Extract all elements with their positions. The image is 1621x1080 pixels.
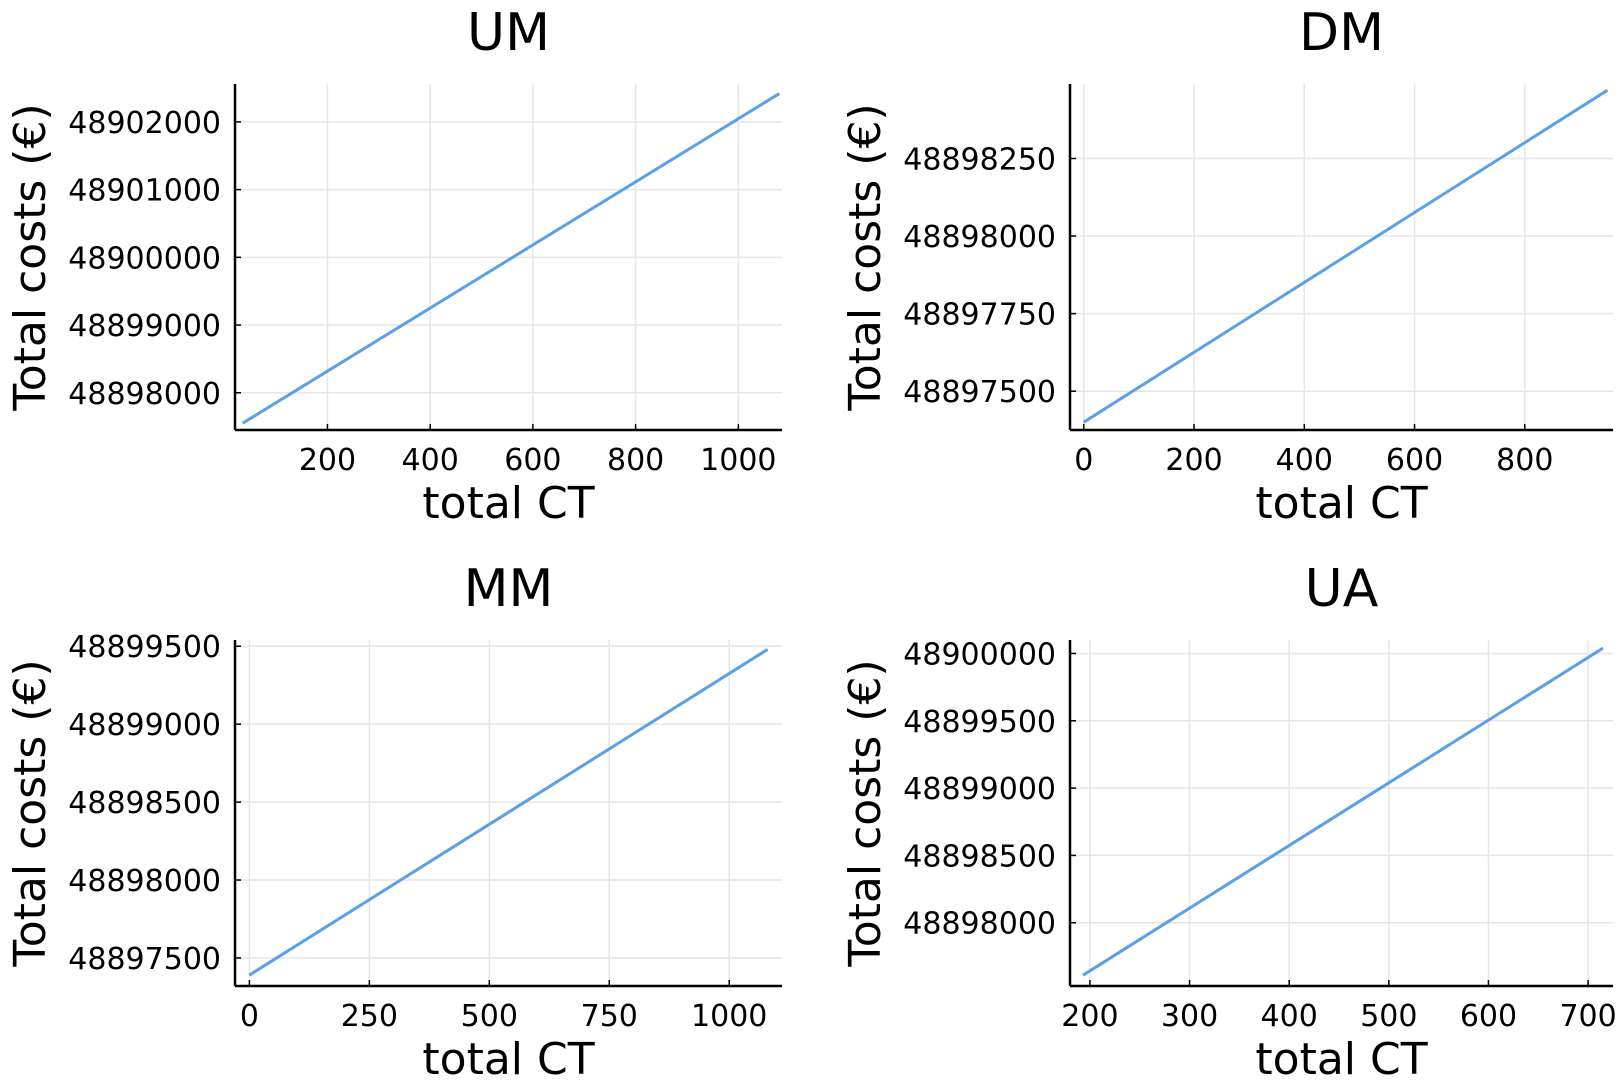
x-tick-label: 1000	[700, 443, 776, 478]
x-tick-label: 800	[607, 443, 664, 478]
subplot-title: UA	[1305, 559, 1379, 619]
series-line	[241, 92, 781, 425]
y-tick-label: 48900000	[903, 637, 1056, 672]
x-tick-label: 600	[504, 443, 561, 478]
subplot-dm: 0 200 400 600 800 48897500 48897750 48898000 488…	[840, 3, 1613, 529]
series-line	[248, 648, 769, 977]
y-tick-label: 48898000	[68, 864, 221, 899]
y-axis-label: Total costs (€)	[5, 103, 56, 411]
y-tick-label: 48899500	[903, 705, 1056, 740]
x-tick-label: 200	[1165, 443, 1222, 478]
x-axis-label: total CT	[422, 478, 594, 529]
y-tick-label: 48898000	[903, 907, 1056, 942]
y-tick-label: 48898500	[68, 786, 221, 821]
x-tick-label: 700	[1559, 999, 1616, 1034]
y-tick-label: 48899500	[68, 630, 221, 665]
y-tick-label: 48897500	[68, 942, 221, 977]
x-tick-label: 600	[1386, 443, 1443, 478]
y-axis-label: Total costs (€)	[840, 659, 891, 967]
y-tick-label: 48898000	[903, 220, 1056, 255]
y-tick-label: 48899000	[68, 708, 221, 743]
y-tick-label: 48899000	[903, 772, 1056, 807]
x-tick-label: 500	[461, 999, 518, 1034]
subplot-title: UM	[467, 3, 550, 63]
y-tick-label: 48898250	[903, 142, 1056, 177]
x-tick-label: 0	[1074, 443, 1093, 478]
y-axis-label: Total costs (€)	[840, 103, 891, 411]
x-tick-label: 1000	[691, 999, 767, 1034]
series-line	[1082, 646, 1604, 977]
subplot-title: DM	[1299, 3, 1384, 63]
x-tick-label: 200	[1061, 999, 1118, 1034]
x-tick-label: 400	[402, 443, 459, 478]
x-tick-label: 300	[1161, 999, 1218, 1034]
y-tick-label: 48897750	[903, 298, 1056, 333]
y-tick-label: 48900000	[68, 241, 221, 276]
x-axis-label: total CT	[422, 1034, 594, 1080]
y-tick-label: 48899000	[68, 309, 221, 344]
x-tick-label: 200	[299, 443, 356, 478]
x-tick-label: 400	[1261, 999, 1318, 1034]
y-axis-label: Total costs (€)	[5, 659, 56, 967]
y-tick-label: 48897500	[903, 375, 1056, 410]
x-tick-label: 400	[1276, 443, 1333, 478]
x-tick-label: 600	[1460, 999, 1517, 1034]
x-tick-label: 750	[581, 999, 638, 1034]
x-tick-label: 250	[341, 999, 398, 1034]
subplot-um: 200 400 600 800 1000 48898000 48899000 48900000…	[5, 3, 782, 529]
series-line	[1082, 88, 1609, 424]
x-axis-label: total CT	[1255, 478, 1427, 529]
y-tick-label: 48898500	[903, 839, 1056, 874]
subplot-ua: 200 300 400 500 600 700 48898000 48898500 488990…	[840, 559, 1617, 1080]
x-axis-label: total CT	[1255, 1034, 1427, 1080]
y-tick-label: 48902000	[68, 106, 221, 141]
subplot-mm: 0 250 500 750 1000 48897500 48898000 48898500 48…	[5, 559, 782, 1080]
y-tick-label: 48901000	[68, 174, 221, 209]
subplot-title: MM	[464, 559, 554, 619]
x-tick-label: 800	[1496, 443, 1553, 478]
x-tick-label: 0	[240, 999, 259, 1034]
y-tick-label: 48898000	[68, 377, 221, 412]
x-tick-label: 500	[1360, 999, 1417, 1034]
